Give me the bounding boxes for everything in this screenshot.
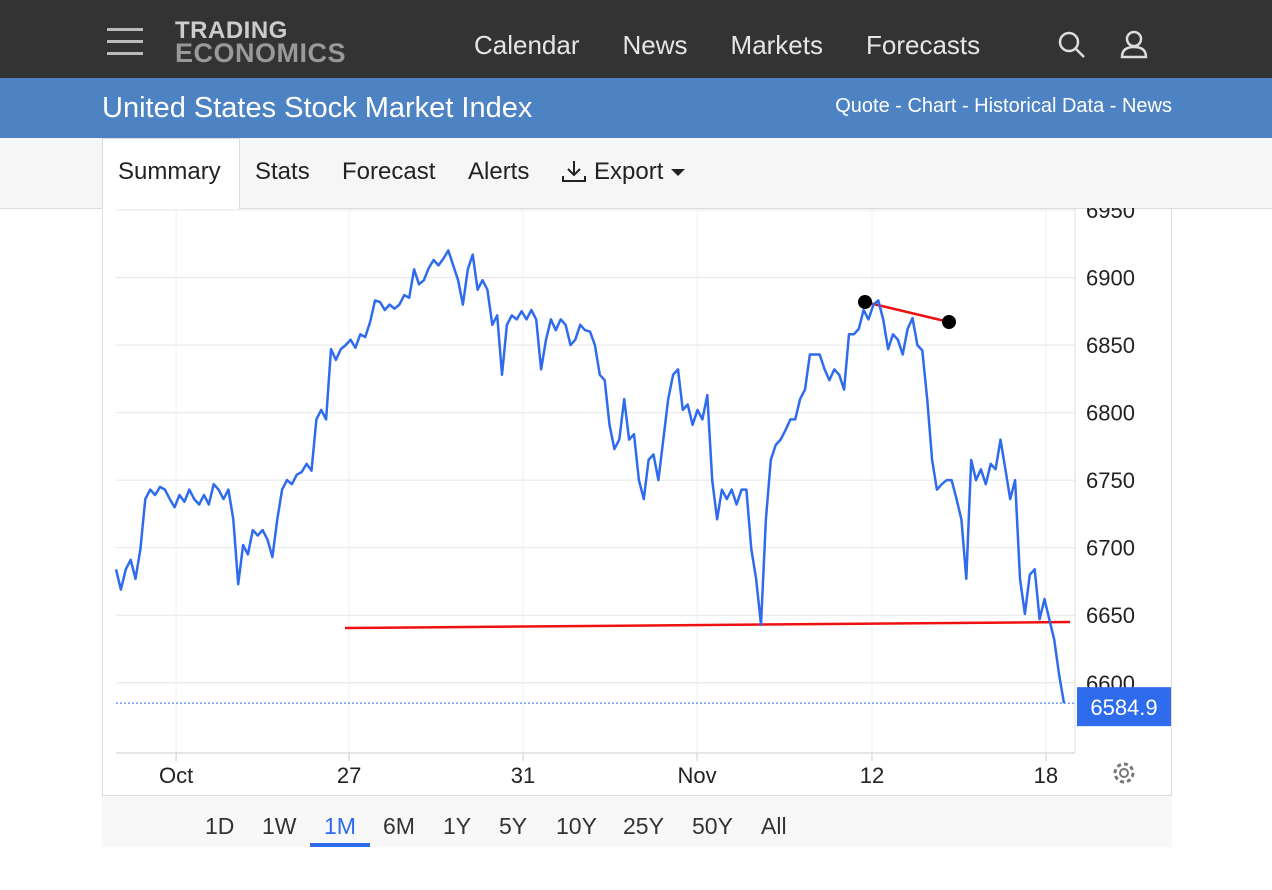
export-caret bbox=[671, 169, 685, 176]
range-button[interactable]: 1Y bbox=[443, 813, 472, 839]
user-icon[interactable] bbox=[1120, 29, 1150, 61]
trend-handle bbox=[858, 295, 872, 309]
range-button[interactable]: All bbox=[761, 813, 787, 839]
top-nav: TRADING ECONOMICS Calendar News Markets Fore… bbox=[0, 0, 1272, 78]
logo-top: TRADING bbox=[175, 17, 288, 44]
menu-button[interactable] bbox=[107, 28, 143, 64]
range-button[interactable]: 1D bbox=[205, 813, 235, 839]
y-tick-label: 6650 bbox=[1086, 603, 1135, 628]
y-tick-label: 6800 bbox=[1086, 401, 1135, 426]
title-bar: United States Stock Market Index Quote -… bbox=[0, 78, 1272, 138]
range-button[interactable]: 10Y bbox=[556, 813, 597, 839]
nav-link[interactable]: Markets bbox=[730, 30, 823, 60]
range-button[interactable]: 1M bbox=[324, 813, 356, 839]
range-bar: 1D 1W 1M 6M 1Y 5Y 10Y 25Y 50Y All bbox=[102, 795, 1172, 847]
range-button[interactable]: 6M bbox=[383, 813, 415, 839]
trend-handle bbox=[942, 315, 956, 329]
nav-link[interactable]: Calendar bbox=[474, 30, 580, 60]
y-tick-label: 6850 bbox=[1086, 333, 1135, 358]
tab-bar: Summary Stats Forecast Alerts Export bbox=[0, 138, 1272, 209]
tab[interactable]: Alerts bbox=[468, 158, 530, 185]
logo-bottom: ECONOMICS bbox=[175, 38, 347, 68]
x-tick-label: 31 bbox=[511, 763, 535, 788]
tab[interactable]: Forecast bbox=[342, 158, 436, 185]
header-links[interactable]: Quote - Chart - Historical Data - News bbox=[835, 95, 1172, 117]
search-icon[interactable] bbox=[1057, 30, 1087, 60]
y-tick-label: 6700 bbox=[1086, 536, 1135, 561]
x-tick-label: 12 bbox=[860, 763, 884, 788]
nav-items: Calendar News Markets Forecasts bbox=[474, 30, 980, 61]
trend-line bbox=[864, 300, 950, 324]
range-button[interactable]: 25Y bbox=[623, 813, 664, 839]
x-tick-label: 18 bbox=[1034, 763, 1058, 788]
tab[interactable]: Summary bbox=[118, 158, 221, 185]
range-button[interactable]: 50Y bbox=[692, 813, 733, 839]
y-tick-label: 6950 bbox=[1086, 208, 1135, 223]
settings-icon[interactable] bbox=[1113, 762, 1135, 784]
logo[interactable]: TRADING ECONOMICS bbox=[175, 17, 347, 68]
last-value-box bbox=[1077, 687, 1171, 727]
page-title: United States Stock Market Index bbox=[102, 92, 533, 124]
tab[interactable]: Stats bbox=[255, 158, 310, 185]
range-button[interactable]: 1W bbox=[262, 813, 297, 839]
active-tab-bg bbox=[102, 138, 240, 209]
x-tick-label: 27 bbox=[337, 763, 361, 788]
price-line bbox=[114, 249, 1066, 704]
x-tick-label: Oct bbox=[159, 763, 193, 788]
nav-link[interactable]: Forecasts bbox=[866, 30, 981, 60]
last-value-label: 6584.9 bbox=[1090, 695, 1157, 720]
nav-link[interactable]: News bbox=[622, 30, 688, 60]
active-range-underline bbox=[310, 843, 370, 847]
trend-line bbox=[344, 620, 1071, 630]
export-icons bbox=[562, 161, 586, 182]
x-tick-label: Nov bbox=[677, 763, 716, 788]
tab[interactable]: Export bbox=[594, 158, 664, 185]
range-button[interactable]: 5Y bbox=[499, 813, 528, 839]
y-tick-label: 6750 bbox=[1086, 468, 1135, 493]
y-tick-label: 6900 bbox=[1086, 266, 1135, 291]
